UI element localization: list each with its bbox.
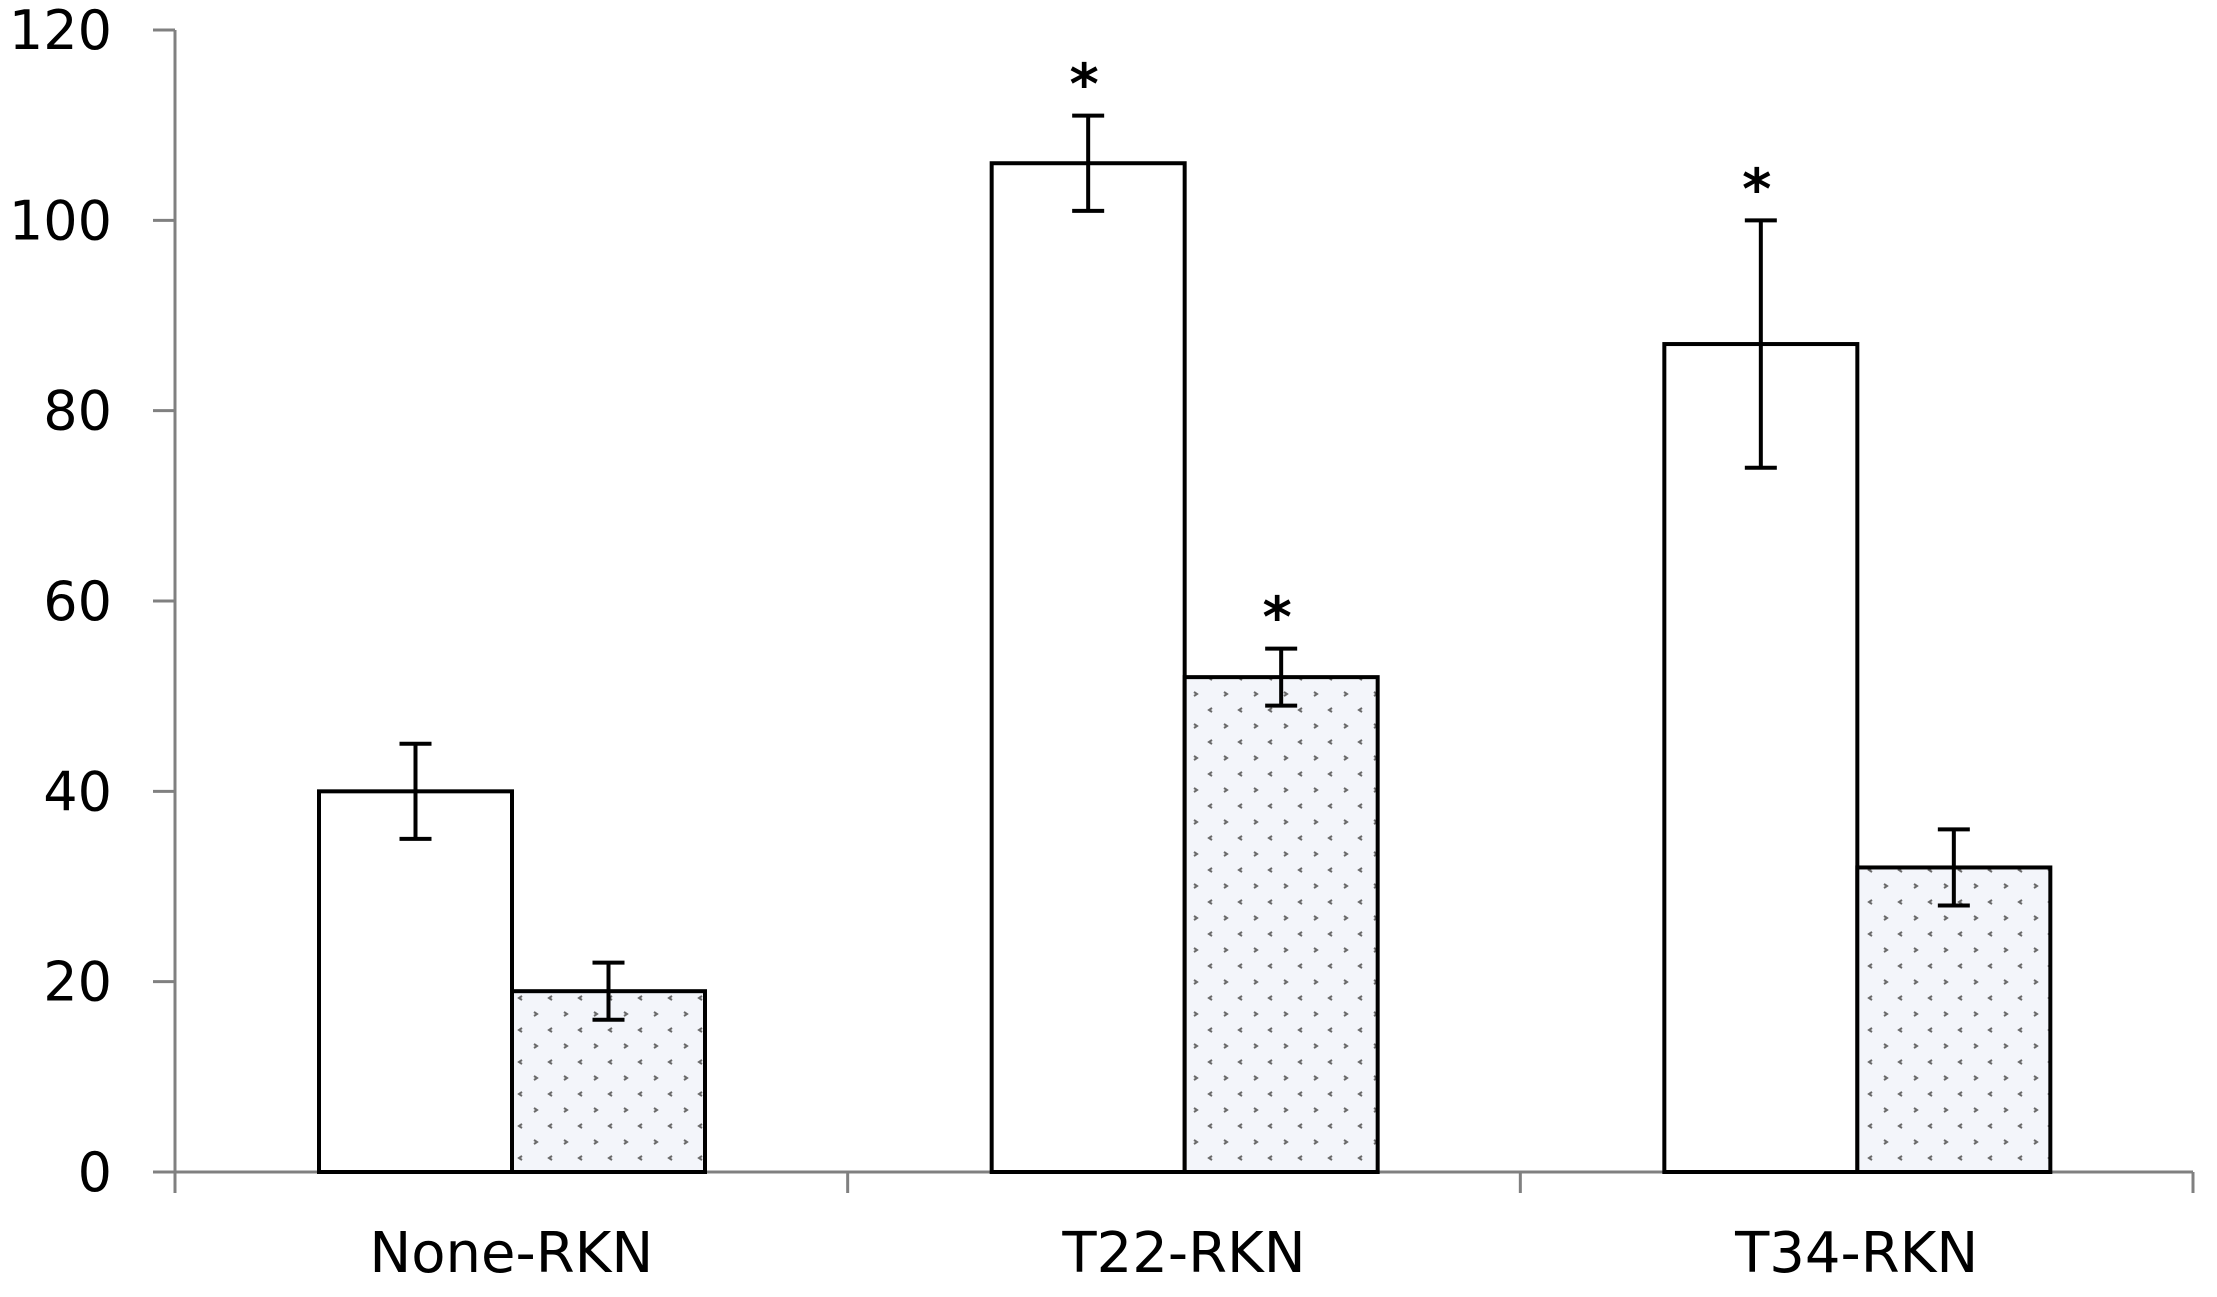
y-tick-label: 0 (78, 1141, 112, 1204)
y-tick-label: 60 (43, 570, 112, 633)
x-axis (173, 1170, 2195, 1193)
significance-asterisk: * (1263, 586, 1292, 651)
bar-t22-rkn-series-1 (989, 161, 1187, 1174)
bar-none-rkn-series-1 (317, 789, 514, 1174)
y-tick-label: 20 (43, 951, 112, 1014)
category-label: None-RKN (369, 1221, 653, 1286)
bars (317, 161, 2053, 1175)
significance-asterisk: * (1070, 53, 1099, 118)
y-tick-label: 80 (43, 380, 112, 443)
category-labels: None-RKN T22-RKN T34-RKN (369, 1221, 1978, 1286)
y-axis: 0 20 40 60 80 100 120 (9, 0, 177, 1204)
significance-asterisk: * (1742, 157, 1771, 222)
y-tick-label: 100 (9, 189, 112, 252)
y-tick-label: 120 (9, 0, 112, 62)
bar-t34-rkn-series-1 (1662, 342, 1860, 1174)
bar-none-rkn-series-2 (510, 989, 707, 1175)
significance-markers: * * * (1070, 53, 1772, 651)
bar-t34-rkn-series-2 (1855, 865, 2053, 1174)
y-tick-label: 40 (43, 760, 112, 823)
category-label: T34-RKN (1734, 1221, 1978, 1286)
bar-t22-rkn-series-2 (1182, 675, 1380, 1175)
category-label: T22-RKN (1061, 1221, 1305, 1286)
error-bars (399, 113, 1970, 1022)
